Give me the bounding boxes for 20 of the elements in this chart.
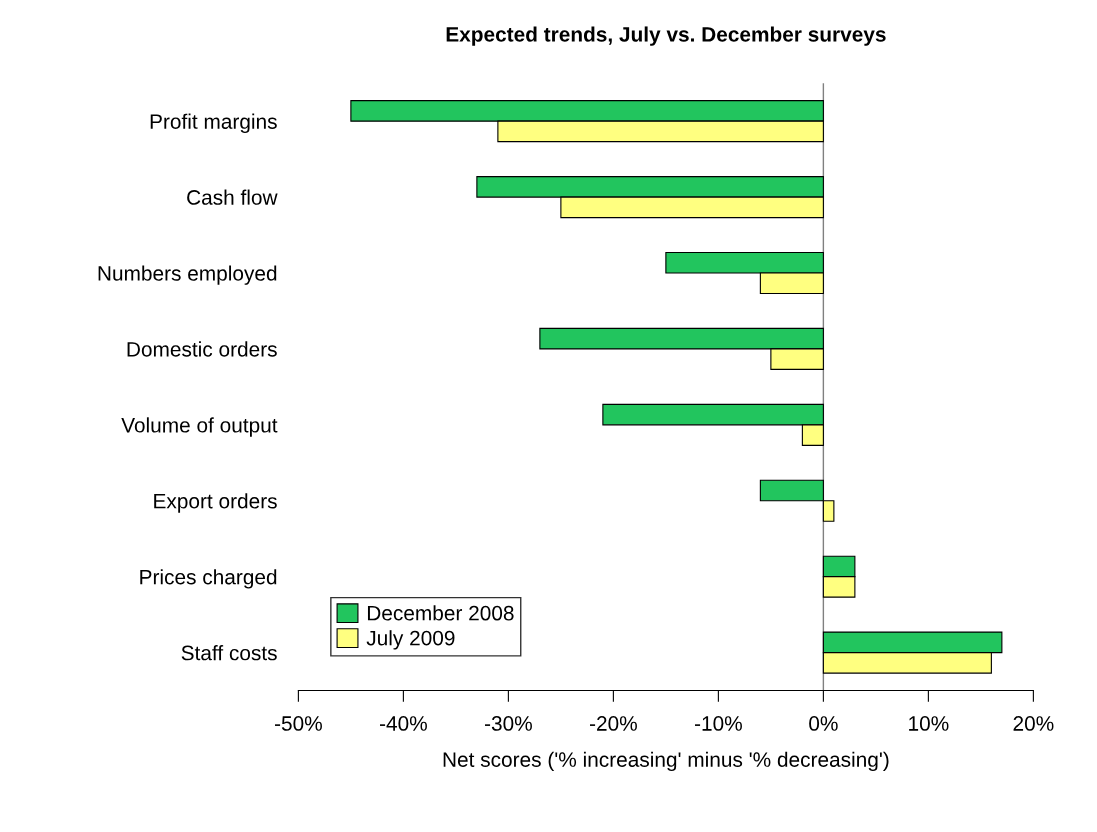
- legend-label: December 2008: [367, 605, 514, 621]
- x-axis-title: Net scores ('% increasing' minus '% decreasing'): [443, 751, 889, 772]
- x-tick-label: 20%: [1013, 716, 1054, 731]
- x-tick-label: -10%: [694, 716, 742, 731]
- y-tick-label: Domestic orders: [127, 341, 277, 357]
- y-tick-label: Cash flow: [187, 189, 278, 205]
- y-tick-label: Volume of output: [121, 417, 278, 437]
- x-tick-label: 0%: [809, 716, 838, 731]
- y-tick-label: Export orders: [154, 493, 277, 513]
- y-tick-label: Numbers employed: [98, 265, 277, 285]
- x-tick-label: -20%: [589, 716, 637, 731]
- x-tick-label: -40%: [379, 716, 427, 731]
- x-tick-label: 10%: [909, 716, 949, 731]
- x-tick-label: -50%: [274, 716, 322, 731]
- x-tick-label: -30%: [484, 716, 532, 731]
- chart-title: Expected trends, July vs. December surveys: [446, 26, 886, 46]
- y-tick-label: Profit margins: [150, 113, 277, 134]
- legend-label: July 2009: [366, 630, 455, 650]
- y-tick-label: Staff costs: [181, 645, 277, 661]
- y-tick-label: Prices charged: [140, 569, 277, 589]
